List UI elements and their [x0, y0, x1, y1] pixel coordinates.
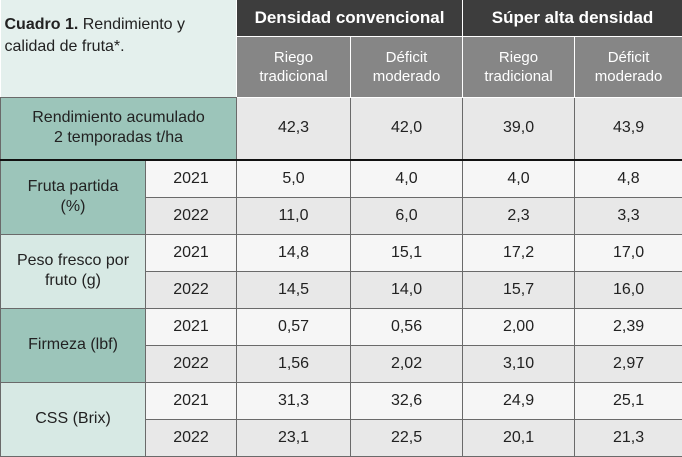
table-row: 2022 1,56 2,02 3,10 2,97 — [1, 344, 682, 383]
year-cell: 2021 — [144, 307, 238, 346]
value-cell: 31,3 — [236, 381, 352, 420]
value-cell: 32,6 — [350, 381, 464, 420]
table-title: Cuadro 1. Rendimiento y calidad de fruta… — [0, 0, 237, 98]
table-row: Firmeza (lbf) 2021 0,57 0,56 2,00 2,39 — [0, 307, 682, 383]
rendimiento-value: 42,0 — [350, 96, 464, 162]
year-cell: 2021 — [144, 159, 238, 198]
subheader-3: Déficit moderado — [574, 35, 682, 98]
rendimiento-value: 43,9 — [574, 96, 682, 162]
table-row: Fruta partida (%) 2021 5,0 4,0 4,0 4,8 — [0, 159, 682, 235]
year-cell: 2022 — [144, 270, 238, 309]
value-cell: 11,0 — [236, 196, 352, 235]
value-cell: 1,56 — [236, 344, 352, 383]
value-cell: 16,0 — [574, 270, 682, 309]
value-cell: 15,1 — [350, 233, 464, 272]
table-row: 2022 11,0 6,0 2,3 3,3 — [1, 196, 682, 235]
rendimiento-value: 39,0 — [462, 96, 576, 162]
row-label: Peso fresco por fruto (g) — [0, 233, 146, 309]
value-cell: 2,97 — [574, 344, 682, 383]
value-cell: 2,3 — [462, 196, 576, 235]
table-row: CSS (Brix) 2021 31,3 32,6 24,9 25,1 — [0, 381, 682, 457]
table-row: 2022 14,5 14,0 15,7 16,0 — [1, 270, 682, 309]
value-cell: 25,1 — [574, 381, 682, 420]
subheader-2: Riego tradicional — [462, 35, 576, 98]
year-cell: 2021 — [144, 233, 238, 272]
year-cell: 2022 — [144, 344, 238, 383]
value-cell: 4,0 — [462, 159, 576, 198]
value-cell: 3,10 — [462, 344, 576, 383]
subheader-1: Déficit moderado — [350, 35, 464, 98]
year-cell: 2022 — [144, 418, 238, 457]
group-header-conventional: Densidad convencional — [236, 0, 464, 37]
value-cell: 4,8 — [574, 159, 682, 198]
value-cell: 14,8 — [236, 233, 352, 272]
value-cell: 17,2 — [462, 233, 576, 272]
table-row: 2022 23,1 22,5 20,1 21,3 — [1, 418, 682, 457]
value-cell: 15,7 — [462, 270, 576, 309]
value-cell: 3,3 — [574, 196, 682, 235]
row-label: Fruta partida (%) — [0, 159, 146, 235]
value-cell: 0,56 — [350, 307, 464, 346]
value-cell: 21,3 — [574, 418, 682, 457]
subheader-0: Riego tradicional — [236, 35, 352, 98]
value-cell: 4,0 — [350, 159, 464, 198]
row-label-rendimiento: Rendimiento acumulado 2 temporadas t/ha — [0, 96, 238, 162]
rendimiento-value: 42,3 — [236, 96, 352, 162]
year-cell: 2022 — [144, 196, 238, 235]
value-cell: 14,0 — [350, 270, 464, 309]
group-header-super-high: Súper alta densidad — [462, 0, 682, 37]
value-cell: 0,57 — [236, 307, 352, 346]
value-cell: 23,1 — [236, 418, 352, 457]
value-cell: 6,0 — [350, 196, 464, 235]
table-row: Peso fresco por fruto (g) 2021 14,8 15,1 17,2… — [0, 233, 682, 309]
value-cell: 2,39 — [574, 307, 682, 346]
row-label: Firmeza (lbf) — [0, 307, 146, 383]
row-label: CSS (Brix) — [0, 381, 146, 457]
value-cell: 17,0 — [574, 233, 682, 272]
year-cell: 2021 — [144, 381, 238, 420]
value-cell: 2,02 — [350, 344, 464, 383]
value-cell: 24,9 — [462, 381, 576, 420]
value-cell: 20,1 — [462, 418, 576, 457]
value-cell: 22,5 — [350, 418, 464, 457]
value-cell: 2,00 — [462, 307, 576, 346]
value-cell: 5,0 — [236, 159, 352, 198]
value-cell: 14,5 — [236, 270, 352, 309]
